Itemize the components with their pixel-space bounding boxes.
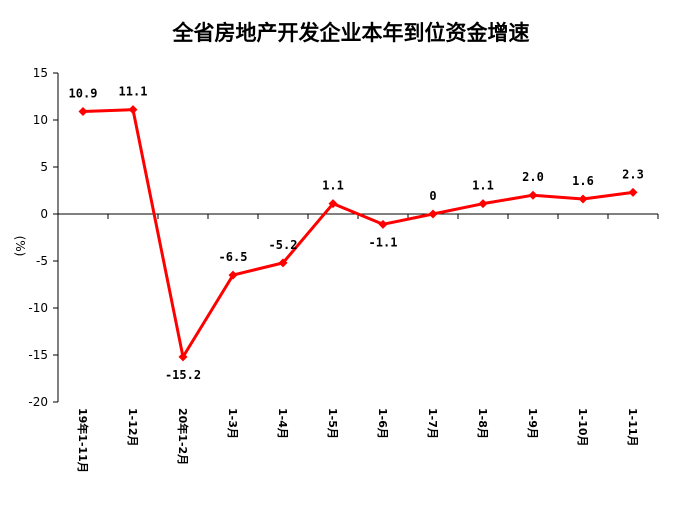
data-label: -5.2 [269, 238, 298, 252]
x-tick-label: 1-8月 [476, 408, 489, 439]
chart-title: 全省房地产开发企业本年到位资金增速 [172, 21, 530, 45]
y-tick-label: -5 [36, 254, 48, 268]
data-point [428, 209, 438, 219]
data-points [78, 105, 638, 362]
data-labels: 10.9 11.1 -15.2 -6.5 -5.2 1.1 -1.1 0 1.1 2.0 1.6 2.… [69, 85, 644, 382]
series-line [82, 108, 634, 359]
data-label: 0 [429, 189, 436, 203]
x-tick-label: 19年1-11月 [76, 408, 90, 473]
data-label: -15.2 [165, 368, 201, 382]
data-point [378, 219, 388, 229]
data-label: 1.1 [322, 179, 344, 193]
data-point [228, 270, 238, 280]
data-label: -6.5 [219, 250, 248, 264]
data-point [328, 199, 338, 209]
x-tick-label: 1-10月 [576, 408, 589, 447]
y-tick-labels: 15 10 5 0 -5 -10 -15 -20 [28, 66, 48, 409]
x-tick-label: 20年1-2月 [176, 408, 190, 465]
x-tick-label: 1-3月 [226, 408, 239, 439]
y-tick-label: -20 [28, 395, 48, 409]
y-tick-label: 10 [33, 113, 48, 127]
data-label: -1.1 [369, 235, 398, 249]
data-label: 2.3 [622, 167, 644, 181]
data-point [478, 199, 488, 209]
data-label: 2.0 [522, 170, 544, 184]
x-tick-labels: 19年1-11月 1-12月 20年1-2月 1-3月 1-4月 1-5月 1-6月 1-7月… [76, 408, 639, 473]
x-tick-label: 1-7月 [426, 408, 439, 439]
data-label: 1.6 [572, 174, 594, 188]
axes [53, 72, 659, 403]
y-tick-label: 5 [40, 160, 48, 174]
y-tick-label: -15 [28, 348, 48, 362]
data-point [128, 105, 138, 115]
x-tick-label: 1-6月 [376, 408, 389, 439]
y-tick-label: 0 [40, 207, 48, 221]
data-point [628, 187, 638, 197]
x-tick-label: 1-12月 [126, 408, 139, 447]
y-tick-label: -10 [28, 301, 48, 315]
x-tick-label: 1-4月 [276, 408, 289, 439]
x-tick-label: 1-5月 [326, 408, 339, 439]
data-label: 11.1 [119, 85, 148, 99]
data-point [78, 107, 88, 117]
data-point [178, 352, 188, 362]
data-point [578, 194, 588, 204]
data-label: 1.1 [472, 179, 494, 193]
data-label: 10.9 [69, 87, 98, 101]
series-line-group [82, 108, 634, 359]
x-tick-label: 1-9月 [526, 408, 539, 439]
y-tick-label: 15 [33, 66, 48, 80]
data-point [278, 258, 288, 268]
y-axis-label: (%) [13, 236, 27, 257]
data-point [528, 190, 538, 200]
x-tick-label: 1-11月 [626, 408, 639, 447]
